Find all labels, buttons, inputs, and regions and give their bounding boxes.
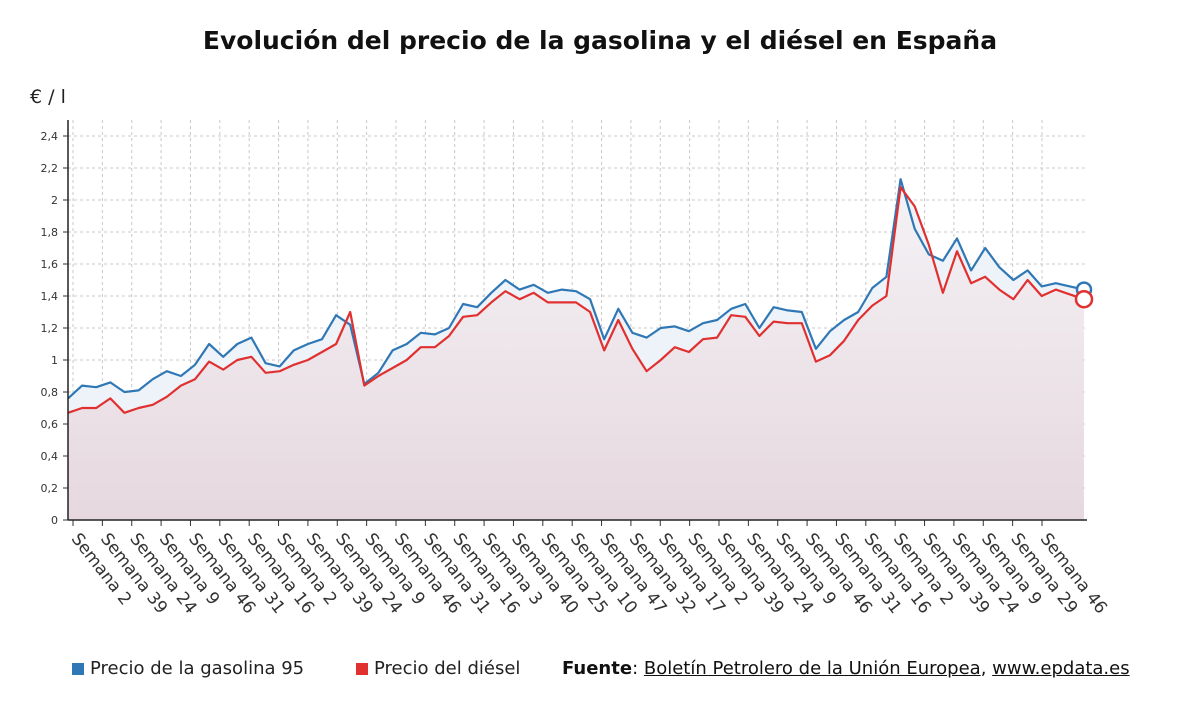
diesel-series-line <box>67 186 1085 414</box>
y-tick-label: 0,2 <box>41 482 59 495</box>
y-tick-label: 2,2 <box>41 162 59 175</box>
diesel-end-marker <box>1074 289 1094 309</box>
legend-item-diesel: Precio del diésel <box>356 658 520 679</box>
price-line-chart: 00,20,40,60,811,21,41,61,822,22,4Semana … <box>41 120 1111 618</box>
y-tick-label: 0,8 <box>41 386 59 399</box>
source-label: Fuente <box>562 658 633 679</box>
gasoline-series-line <box>67 178 1085 400</box>
y-axis-unit-label: € / l <box>30 86 66 108</box>
y-tick-label: 1,6 <box>41 258 59 271</box>
y-tick-label: 2 <box>51 194 58 207</box>
source-sep: : <box>632 658 644 679</box>
legend-label-diesel: Precio del diésel <box>374 658 521 679</box>
legend-swatch-gasoline <box>72 662 84 675</box>
y-tick-label: 1 <box>51 354 58 367</box>
source-link-epdata[interactable]: www.epdata.es <box>992 658 1130 679</box>
legend-item-gasoline: Precio de la gasolina 95 <box>72 658 304 679</box>
source-sep2: , <box>980 658 993 679</box>
y-tick-label: 1,8 <box>41 226 59 239</box>
y-tick-label: 0 <box>51 514 58 527</box>
y-tick-label: 0,6 <box>41 418 59 431</box>
y-tick-label: 1,4 <box>41 290 59 303</box>
diesel-area-fill <box>68 187 1084 520</box>
source-note: Fuente: Boletín Petrolero de la Unión Eu… <box>562 658 1130 679</box>
legend-swatch-diesel <box>356 662 368 675</box>
y-tick-label: 0,4 <box>41 450 59 463</box>
y-tick-label: 1,2 <box>41 322 59 335</box>
legend-label-gasoline: Precio de la gasolina 95 <box>90 658 305 679</box>
chart-title: Evolución del precio de la gasolina y el… <box>202 26 998 55</box>
y-tick-label: 2,4 <box>41 130 59 143</box>
source-link-boletin[interactable]: Boletín Petrolero de la Unión Europea <box>643 658 981 679</box>
